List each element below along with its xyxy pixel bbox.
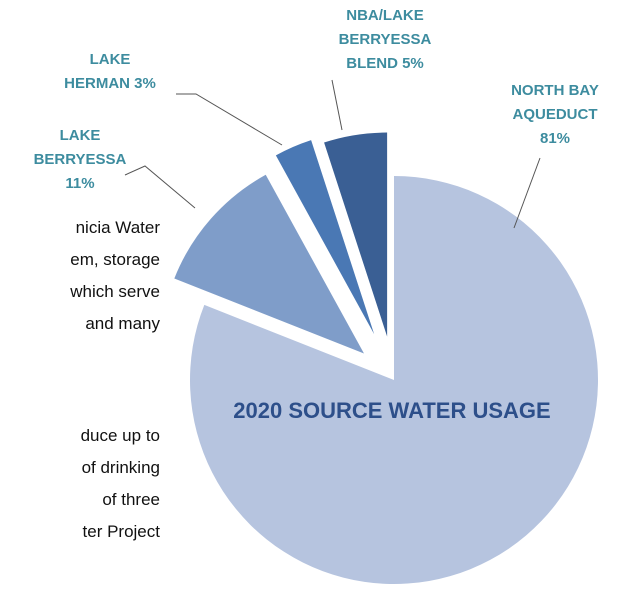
- slice-label-line: LAKE: [60, 127, 101, 144]
- body-text-line: of three: [102, 490, 160, 509]
- body-text-line: nicia Water: [75, 218, 160, 237]
- body-text-line: em, storage: [70, 250, 160, 269]
- pie-slices: [174, 132, 598, 584]
- body-paragraph-2: duce up to of drinking of three ter Proj…: [0, 420, 160, 548]
- leader-line: [513, 157, 541, 229]
- slice-label: LAKE BERRYESSA 11%: [34, 127, 127, 192]
- slice-label-line: BERRYESSA: [34, 151, 127, 168]
- slice-label-line: LAKE: [90, 51, 131, 68]
- body-text-line: and many: [85, 314, 160, 333]
- slice-label: NBA/LAKE BERRYESSA BLEND 5%: [339, 7, 432, 72]
- leader-line: [176, 93, 283, 146]
- slice-label-line: 81%: [540, 130, 570, 147]
- body-text-line: ter Project: [82, 522, 160, 541]
- pie-slice: [324, 132, 388, 337]
- body-text-line: duce up to: [80, 426, 160, 445]
- body-text-line: of drinking: [81, 458, 160, 477]
- slice-label-line: AQUEDUCT: [513, 106, 598, 123]
- leader-lines: [124, 79, 541, 229]
- slice-label-line: NORTH BAY: [511, 82, 599, 99]
- slice-label-line: HERMAN 3%: [64, 75, 156, 92]
- slice-label-line: 11%: [65, 175, 94, 192]
- pie-slice: [275, 140, 375, 335]
- slice-label-line: NBA/LAKE: [346, 7, 424, 24]
- leader-line: [331, 79, 343, 131]
- slice-label-line: BERRYESSA: [339, 31, 432, 48]
- slice-label: LAKE HERMAN 3%: [64, 51, 156, 92]
- leader-line: [124, 165, 196, 209]
- slice-label: NORTH BAY AQUEDUCT 81%: [511, 82, 599, 147]
- pie-slice: [174, 174, 364, 354]
- chart-title: 2020 SOURCE WATER USAGE: [233, 398, 550, 423]
- body-text-line: which serve: [70, 282, 160, 301]
- pie-slice: [190, 176, 598, 584]
- body-paragraph-1: nicia Water em, storage which serve and …: [0, 212, 160, 340]
- slice-labels: NORTH BAY AQUEDUCT 81%LAKE BERRYESSA 11%LAKE…: [34, 7, 599, 192]
- slice-label-line: BLEND 5%: [346, 55, 424, 72]
